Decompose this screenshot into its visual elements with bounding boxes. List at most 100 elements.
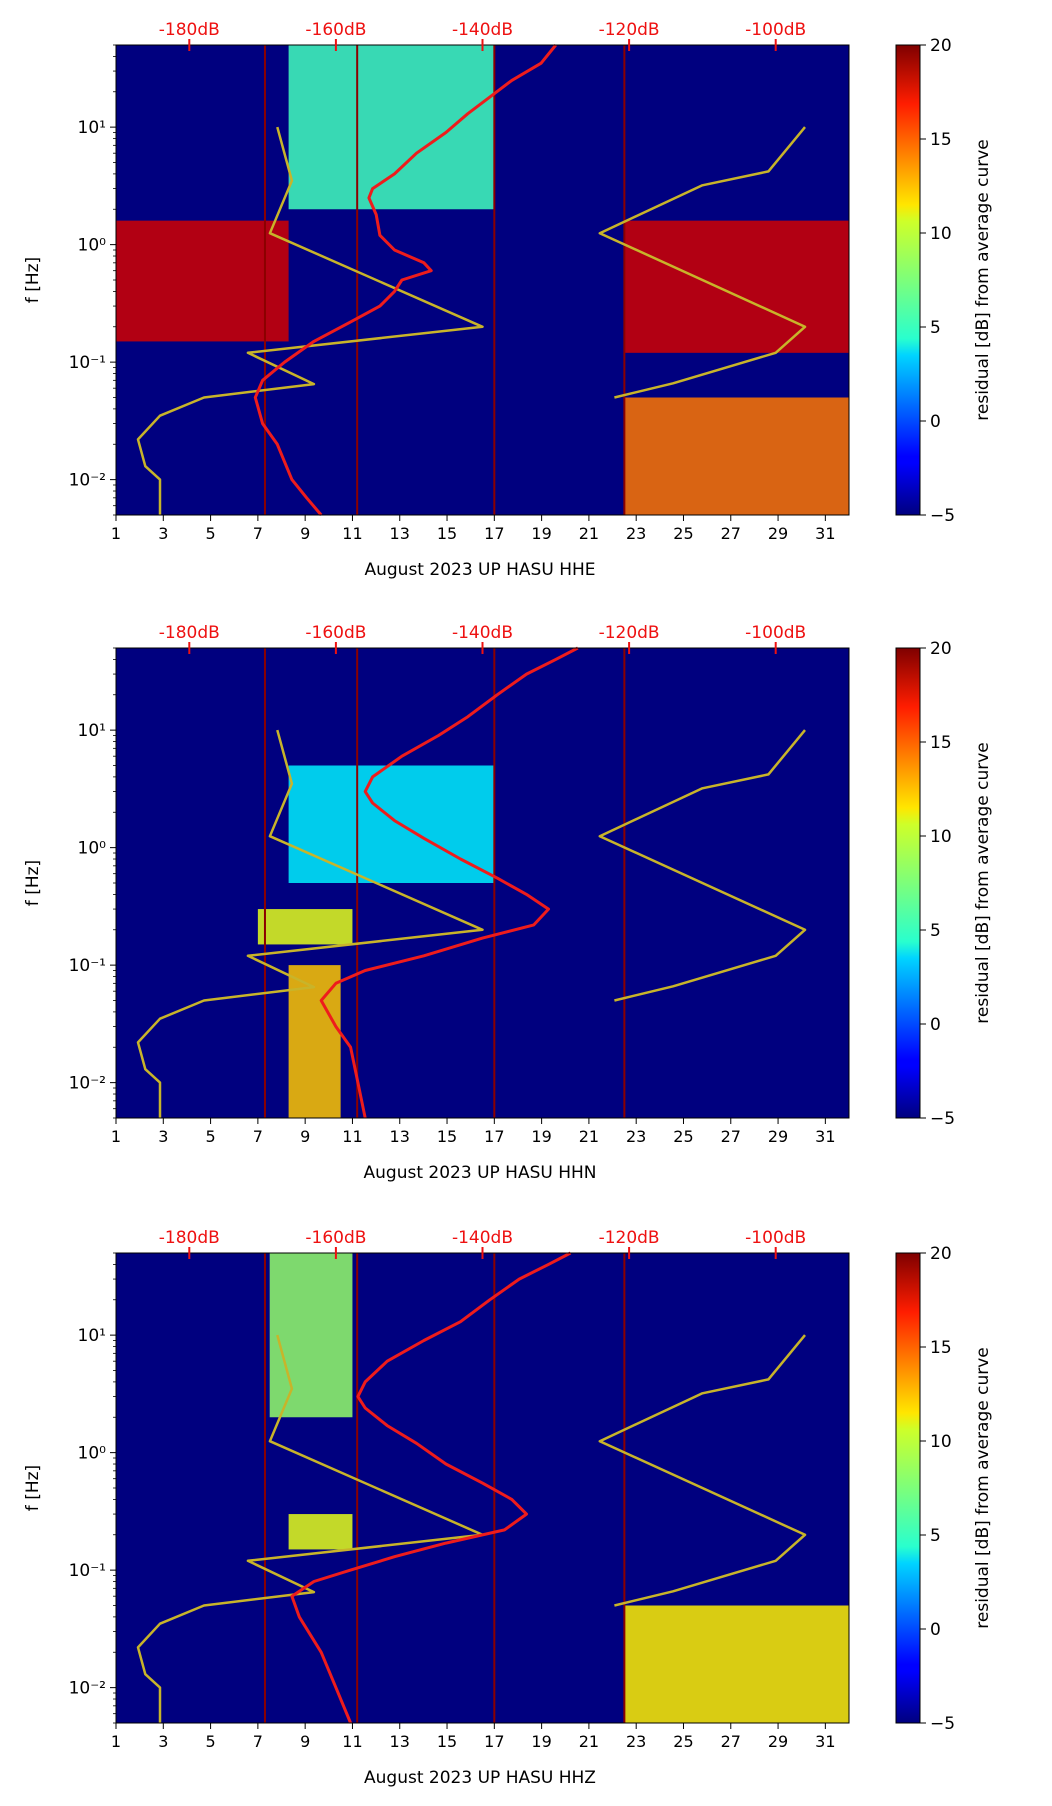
noise-band	[288, 45, 495, 210]
x-tick-label: 31	[815, 1732, 835, 1751]
x-tick-label: 7	[253, 1732, 263, 1751]
peterson-low-line	[136, 729, 484, 1118]
median-psd-curve	[319, 646, 579, 1119]
colorbar-tick-label: −5	[930, 506, 955, 526]
x-tick-label: 7	[253, 1127, 263, 1146]
x-tick-label: 25	[673, 1127, 693, 1146]
x-axis: 1 3 5 7 9 11 13 15 17 19 21 23 25 27 29 31	[111, 1723, 836, 1751]
x-tick-label: 3	[158, 1127, 168, 1146]
x-tick-label: 29	[768, 1127, 788, 1146]
x-tick-label: 25	[673, 524, 693, 543]
colorbar-ticks: 20 15 10 5 0 −5	[920, 639, 955, 1129]
x-tick-label: 17	[484, 1732, 504, 1751]
db-tick-label: -100dB	[745, 623, 806, 643]
colorbar-tick-label: 15	[930, 1338, 952, 1358]
peterson-low-curve	[136, 1334, 484, 1723]
x-tick-label: 13	[390, 1732, 410, 1751]
colorbar-tick-label: −5	[930, 1109, 955, 1129]
y-axis-label: f [Hz]	[23, 257, 43, 303]
colorbar-tick-label: 20	[930, 1244, 952, 1264]
db-tick-label: -180dB	[159, 20, 220, 40]
colorbar-tick-label: 10	[930, 827, 952, 847]
median-psd-line	[290, 1251, 572, 1724]
x-tick-label: 5	[205, 1127, 215, 1146]
db-tick-label: -160dB	[305, 1228, 366, 1248]
colorbar-tick-label: 15	[930, 130, 952, 150]
db-tick-label: -140dB	[452, 623, 513, 643]
peterson-high-line	[598, 1334, 807, 1607]
y-tick-label: 10⁰	[78, 236, 107, 256]
panel-hhz: 1 3 5 7 9 11 13 15 17 19 21 23 25 27 29 31 10⁻²10⁻¹10⁰1…	[23, 1228, 993, 1788]
x-axis-label: August 2023 UP HASU HHZ	[364, 1768, 596, 1788]
peterson-high-line	[598, 729, 807, 1002]
db-tick-label: -140dB	[452, 20, 513, 40]
x-tick-label: 5	[205, 524, 215, 543]
x-tick-label: 1	[111, 524, 121, 543]
x-axis: 1 3 5 7 9 11 13 15 17 19 21 23 25 27 29 31	[111, 515, 836, 543]
x-tick-label: 1	[111, 1127, 121, 1146]
x-tick-label: 17	[484, 1127, 504, 1146]
db-axis: -180dB -160dB -140dB -120dB -100dB	[159, 1228, 806, 1259]
x-tick-label: 13	[390, 1127, 410, 1146]
noise-bands	[257, 765, 495, 1118]
colorbar-tick-label: 0	[930, 1015, 941, 1035]
x-tick-label: 23	[626, 1127, 646, 1146]
db-tick-label: -100dB	[745, 1228, 806, 1248]
peterson-high-curve	[598, 126, 807, 399]
y-axis-label: f [Hz]	[23, 1465, 43, 1511]
x-tick-label: 21	[579, 1127, 599, 1146]
colorbar-tick-label: 0	[930, 1620, 941, 1640]
colorbar-tick-label: 10	[930, 224, 952, 244]
x-tick-label: 15	[437, 1732, 457, 1751]
db-tick-label: -100dB	[745, 20, 806, 40]
x-tick-label: 3	[158, 524, 168, 543]
x-tick-label: 29	[768, 524, 788, 543]
colorbar	[895, 44, 921, 516]
median-psd-curve	[253, 44, 557, 516]
x-tick-label: 31	[815, 1127, 835, 1146]
median-psd-line	[253, 44, 557, 516]
colorbar-label: residual [dB] from average curve	[973, 1347, 993, 1628]
noise-band	[288, 765, 495, 883]
noise-band	[288, 1514, 353, 1550]
colorbar-tick-label: 20	[930, 36, 952, 56]
colorbar-tick-label: −5	[930, 1714, 955, 1734]
y-tick-label: 10¹	[78, 721, 106, 741]
y-tick-label: 10⁰	[78, 1444, 107, 1464]
x-axis-label: August 2023 UP HASU HHN	[364, 1163, 597, 1183]
db-tick-label: -120dB	[599, 623, 660, 643]
noise-band	[624, 1605, 849, 1723]
y-tick-label: 10⁻²	[69, 471, 106, 491]
event-lines	[263, 1253, 626, 1723]
peterson-low-curve	[136, 729, 484, 1118]
y-tick-label: 10⁻¹	[69, 956, 106, 976]
x-axis-label: August 2023 UP HASU HHE	[364, 560, 595, 580]
colorbar-ticks: 20 15 10 5 0 −5	[920, 1244, 955, 1734]
noise-band	[257, 909, 353, 945]
noise-band	[269, 1253, 353, 1418]
colorbar-tick-label: 15	[930, 733, 952, 753]
noise-bands	[116, 45, 849, 515]
x-tick-label: 17	[484, 524, 504, 543]
x-tick-label: 27	[721, 524, 741, 543]
y-tick-label: 10¹	[78, 118, 106, 138]
colorbar-label: residual [dB] from average curve	[973, 742, 993, 1023]
panel-hhe: 1 3 5 7 9 11 13 15 17 19 21 23 25 27 29 31 10⁻²10⁻¹10⁰1…	[23, 20, 993, 580]
db-tick-label: -120dB	[599, 20, 660, 40]
peterson-high-curve	[598, 1334, 807, 1607]
y-tick-label: 10⁻²	[69, 1074, 106, 1094]
y-axis: 10⁻² 10⁻¹ 10⁰ 10¹	[69, 44, 116, 516]
x-tick-label: 21	[579, 1732, 599, 1751]
x-axis: 1 3 5 7 9 11 13 15 17 19 21 23 25 27 29 31	[111, 1118, 836, 1146]
colorbar-label: residual [dB] from average curve	[973, 139, 993, 420]
db-tick-label: -180dB	[159, 623, 220, 643]
y-axis: 10⁻² 10⁻¹ 10⁰ 10¹	[69, 647, 116, 1119]
noise-band	[288, 965, 341, 1118]
peterson-low-line	[136, 1334, 484, 1723]
x-tick-label: 25	[673, 1732, 693, 1751]
peterson-high-curve	[598, 729, 807, 1002]
x-tick-label: 23	[626, 524, 646, 543]
x-tick-label: 19	[531, 1127, 551, 1146]
x-tick-label: 15	[437, 524, 457, 543]
